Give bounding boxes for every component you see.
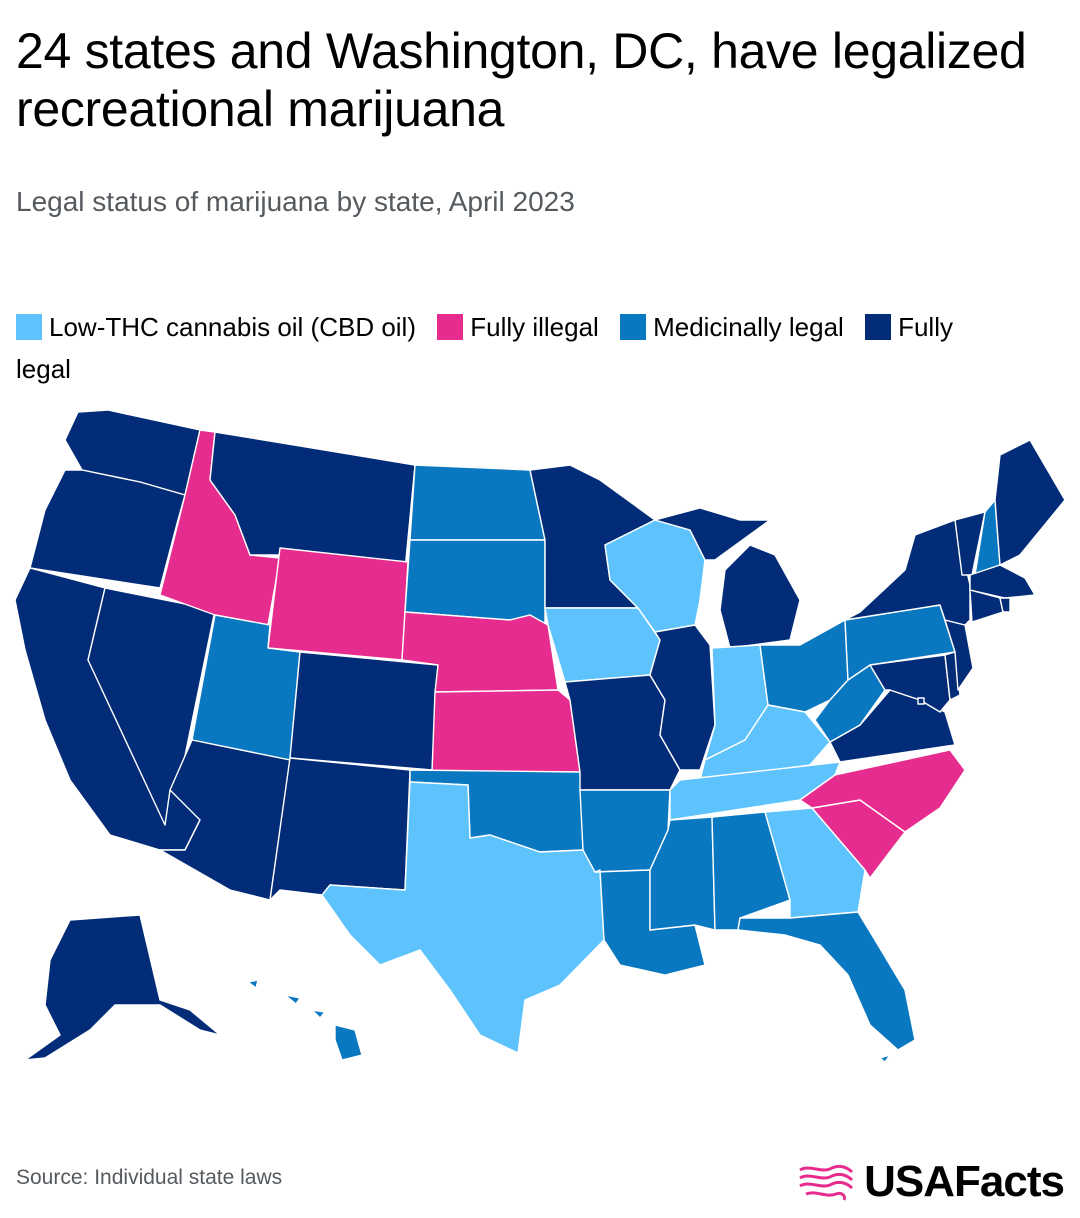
state-il[interactable] — [649, 624, 716, 771]
legend-item-low-thc: Low-THC cannabis oil (CBD oil) — [16, 312, 416, 342]
state-dc[interactable] — [917, 697, 925, 705]
state-wy[interactable] — [267, 547, 409, 661]
state-ia[interactable] — [544, 607, 661, 683]
state-fl[interactable] — [737, 911, 916, 1063]
brand-logo: USAFacts — [796, 1152, 1065, 1212]
state-ks[interactable] — [431, 689, 581, 773]
state-co[interactable] — [289, 651, 439, 771]
state-tx[interactable] — [321, 781, 605, 1054]
state-sd[interactable] — [404, 539, 546, 626]
chart-subtitle: Legal status of marijuana by state, Apri… — [16, 186, 575, 217]
source-note: Source: Individual state laws — [16, 1166, 283, 1189]
legend-item-medicinally-legal: Medicinally legal — [620, 312, 844, 342]
chart-title: 24 states and Washington, DC, have legal… — [16, 23, 1027, 137]
legend-label-low-thc: Low-THC cannabis oil (CBD oil) — [49, 312, 416, 342]
us-states-map — [14, 409, 1066, 1063]
legend-swatch-fully-legal — [865, 314, 892, 340]
legend-swatch-medicinally-legal — [620, 314, 647, 340]
state-mi[interactable] — [654, 507, 801, 649]
state-ak[interactable] — [24, 914, 221, 1061]
legend: Low-THC cannabis oil (CBD oil) Fully ill… — [16, 306, 1026, 390]
state-nd[interactable] — [409, 464, 546, 541]
legend-label-medicinally-legal: Medicinally legal — [653, 312, 844, 342]
state-me[interactable] — [994, 439, 1066, 566]
legend-label-fully-illegal: Fully illegal — [470, 312, 599, 342]
state-or[interactable] — [29, 469, 186, 589]
state-ny[interactable] — [844, 519, 971, 626]
legend-swatch-fully-illegal — [437, 314, 464, 340]
usa-map-logo-icon — [799, 1164, 854, 1201]
state-nm[interactable] — [269, 757, 411, 901]
state-hi[interactable] — [247, 979, 363, 1061]
legend-item-fully-illegal: Fully illegal — [437, 312, 599, 342]
state-ri[interactable] — [999, 597, 1011, 613]
legend-label-fully-legal: Fully legal — [16, 312, 953, 384]
legend-swatch-low-thc — [16, 314, 42, 340]
state-nc[interactable] — [799, 749, 966, 833]
brand-name: USAFacts — [864, 1157, 1065, 1206]
legend-item-fully-legal: Fully legal — [16, 312, 953, 384]
